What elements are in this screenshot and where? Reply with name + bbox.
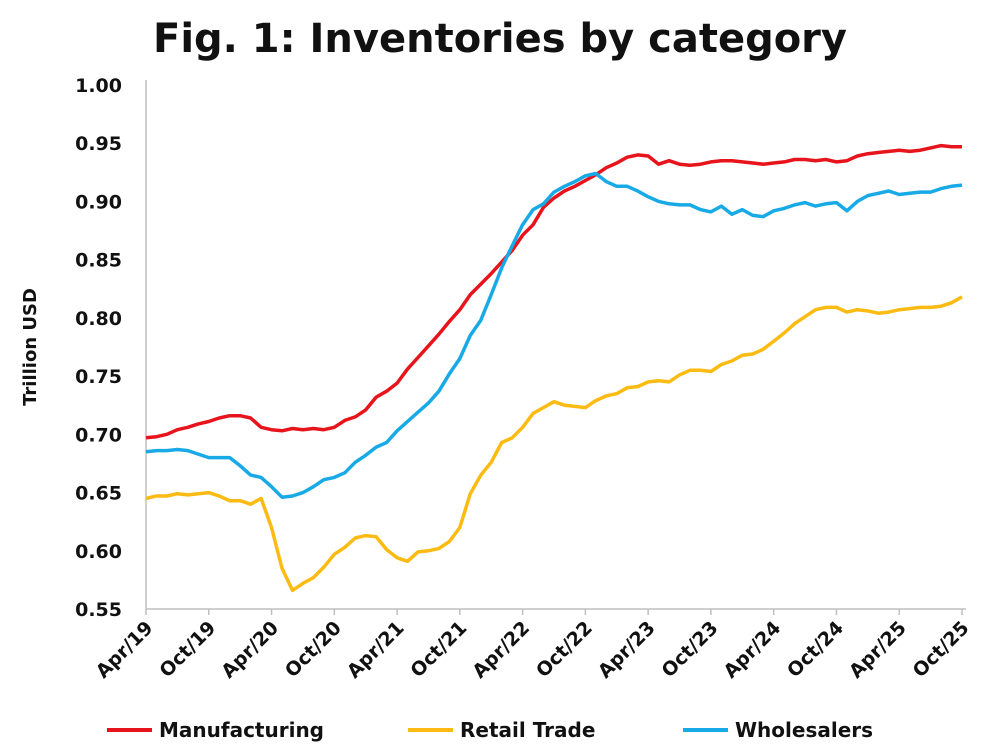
y-tick-label: 1.00 <box>75 75 122 97</box>
y-tick-label: 0.80 <box>75 308 122 330</box>
legend-label: Wholesalers <box>735 718 873 742</box>
x-tick-label: Oct/24 <box>783 617 848 682</box>
legend-label: Manufacturing <box>159 718 324 742</box>
x-tick-label: Apr/20 <box>217 617 283 683</box>
x-tick-label: Apr/24 <box>719 617 785 683</box>
x-tick-label: Oct/20 <box>281 617 346 682</box>
y-tick-label: 0.60 <box>75 541 122 563</box>
legend-label: Retail Trade <box>460 718 595 742</box>
y-tick-label: 0.55 <box>75 599 122 621</box>
series-line-manufacturing <box>145 143 962 440</box>
y-tick-label: 0.65 <box>75 483 122 505</box>
series-line-retail-trade <box>145 295 963 593</box>
chart-title: Fig. 1: Inventories by category <box>153 16 847 62</box>
x-tick-label: Apr/21 <box>343 617 409 683</box>
x-tick-label: Apr/25 <box>845 617 911 683</box>
y-tick-label: 0.95 <box>75 133 122 155</box>
x-tick-label: Oct/21 <box>406 617 471 682</box>
x-tick-label: Apr/22 <box>468 617 534 683</box>
x-tick-label: Oct/19 <box>155 617 220 682</box>
y-tick-label: 0.90 <box>75 191 122 213</box>
x-tick-label: Oct/22 <box>532 617 597 682</box>
y-axis-label: Trillion USD <box>20 288 41 406</box>
x-tick-label: Apr/19 <box>92 617 158 683</box>
x-tick-label: Apr/23 <box>594 617 660 683</box>
x-tick-label: Oct/25 <box>909 617 974 682</box>
series-line-wholesalers <box>145 171 963 499</box>
y-tick-label: 0.70 <box>75 424 122 446</box>
y-tick-label: 0.75 <box>75 366 122 388</box>
y-tick-label: 0.85 <box>75 250 122 272</box>
x-tick-label: Oct/23 <box>657 617 722 682</box>
